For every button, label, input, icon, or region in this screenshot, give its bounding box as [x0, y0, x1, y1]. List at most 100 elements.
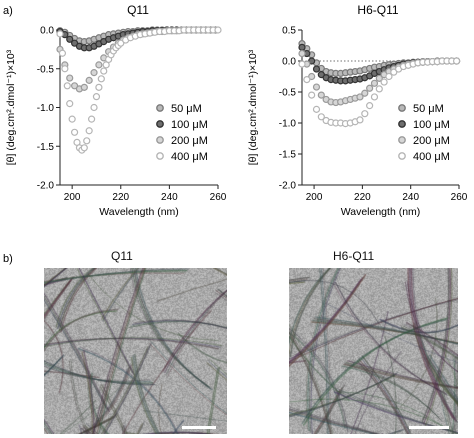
- legend-label: 400 μM: [413, 151, 450, 163]
- y-tick-label: -2.0: [37, 181, 55, 192]
- data-point: [361, 110, 369, 118]
- legend-marker: [156, 120, 164, 128]
- y-tick-label: 0.0: [282, 57, 296, 68]
- data-point: [308, 57, 316, 65]
- data-point: [370, 93, 379, 101]
- data-point: [80, 83, 88, 91]
- data-point: [356, 93, 364, 101]
- legend-marker: [156, 152, 164, 160]
- y-axis-label: [θ] (deg.cm².dmol⁻¹)×10³: [247, 49, 259, 165]
- x-tick-label: 240: [402, 192, 419, 203]
- data-point: [95, 83, 103, 91]
- x-tick-label: 220: [354, 192, 371, 203]
- x-tick-label: 260: [210, 192, 227, 203]
- legend-marker: [156, 136, 164, 144]
- legend-marker: [398, 152, 406, 160]
- legend-label: 50 μM: [413, 103, 444, 115]
- data-point: [83, 137, 91, 145]
- data-point: [70, 82, 79, 90]
- data-point: [366, 84, 374, 92]
- data-point: [70, 39, 79, 47]
- chart-title: H6-Q11: [357, 3, 398, 17]
- x-tick-label: 220: [112, 192, 129, 203]
- data-point: [63, 82, 71, 90]
- panel-b-label: b): [3, 253, 13, 265]
- scale-bar: [409, 426, 449, 429]
- data-point: [308, 91, 316, 99]
- data-point: [317, 91, 325, 99]
- legend-label: 100 μM: [171, 119, 208, 131]
- data-point: [366, 102, 374, 110]
- panel-a-label: a): [3, 5, 13, 17]
- data-point: [317, 113, 325, 121]
- data-point: [90, 69, 98, 77]
- data-point: [66, 100, 74, 108]
- data-point: [361, 89, 369, 97]
- data-point: [312, 105, 321, 113]
- tem-image-q11: [44, 268, 227, 434]
- data-point: [97, 75, 105, 83]
- data-point: [380, 78, 388, 86]
- tem-image-h6-q11: [289, 268, 458, 434]
- data-point: [312, 65, 321, 73]
- legend-label: 200 μM: [413, 135, 450, 147]
- data-point: [375, 85, 383, 93]
- data-point: [312, 83, 321, 91]
- y-tick-label: -1.0: [37, 103, 55, 114]
- data-point: [87, 115, 96, 123]
- legend-marker: [156, 104, 164, 112]
- data-point: [85, 76, 93, 84]
- y-tick-label: -1.5: [37, 142, 55, 153]
- data-point: [356, 116, 364, 124]
- y-tick-label: -1.0: [279, 119, 297, 130]
- y-tick-label: -1.5: [279, 150, 297, 161]
- y-axis-label: [θ] (deg.cm².dmol⁻¹)×10³: [5, 49, 17, 165]
- cd-chart-q11: Q11 0.0 -0.5 -1.0 -1.5 -2.0 200 220 240 260 Wavele…: [5, 3, 227, 218]
- legend-label: 50 μM: [171, 103, 202, 115]
- y-tick-label: -0.5: [279, 88, 297, 99]
- y-tick-label: 0.5: [282, 26, 296, 37]
- data-point: [66, 74, 74, 82]
- data-point: [100, 67, 108, 75]
- legend-marker: [398, 120, 406, 128]
- legend-label: 100 μM: [413, 119, 450, 131]
- data-point: [66, 35, 74, 43]
- data-point: [298, 49, 306, 58]
- data-point: [85, 127, 93, 135]
- data-point: [95, 61, 103, 69]
- legend-label: 400 μM: [171, 151, 208, 163]
- data-point: [317, 71, 325, 79]
- tem-title-q11: Q11: [111, 249, 133, 263]
- scale-bar: [182, 426, 216, 429]
- x-axis-label: Wavelength (nm): [341, 206, 421, 218]
- x-tick-label: 200: [64, 192, 81, 203]
- y-tick-label: 0.0: [40, 26, 54, 37]
- x-tick-label: 200: [306, 192, 323, 203]
- y-tick-label: -0.5: [37, 64, 55, 75]
- data-point: [298, 43, 306, 51]
- data-point: [56, 30, 64, 38]
- data-point: [298, 60, 306, 68]
- x-tick-label: 260: [451, 192, 468, 203]
- data-point: [70, 128, 79, 136]
- data-point: [303, 75, 311, 84]
- data-point: [375, 74, 383, 82]
- chart-title: Q11: [127, 3, 149, 17]
- data-point: [58, 49, 67, 57]
- cd-chart-h6-q11: H6-Q11 0.5 0.0 -0.5 -1.0 -1.5 -2.0 200 220 240 260…: [247, 3, 468, 218]
- data-point: [68, 115, 76, 123]
- data-point: [61, 65, 69, 73]
- x-tick-label: 240: [161, 192, 178, 203]
- data-point: [452, 57, 461, 65]
- tem-title-h6-q11: H6-Q11: [333, 249, 375, 263]
- data-point: [370, 79, 379, 87]
- data-point: [385, 72, 393, 81]
- y-tick-label: -2.0: [279, 181, 297, 192]
- legend-label: 200 μM: [171, 135, 208, 147]
- data-point: [308, 72, 316, 81]
- data-point: [117, 39, 125, 47]
- data-point: [214, 26, 222, 34]
- data-point: [390, 68, 398, 76]
- legend-marker: [398, 136, 406, 144]
